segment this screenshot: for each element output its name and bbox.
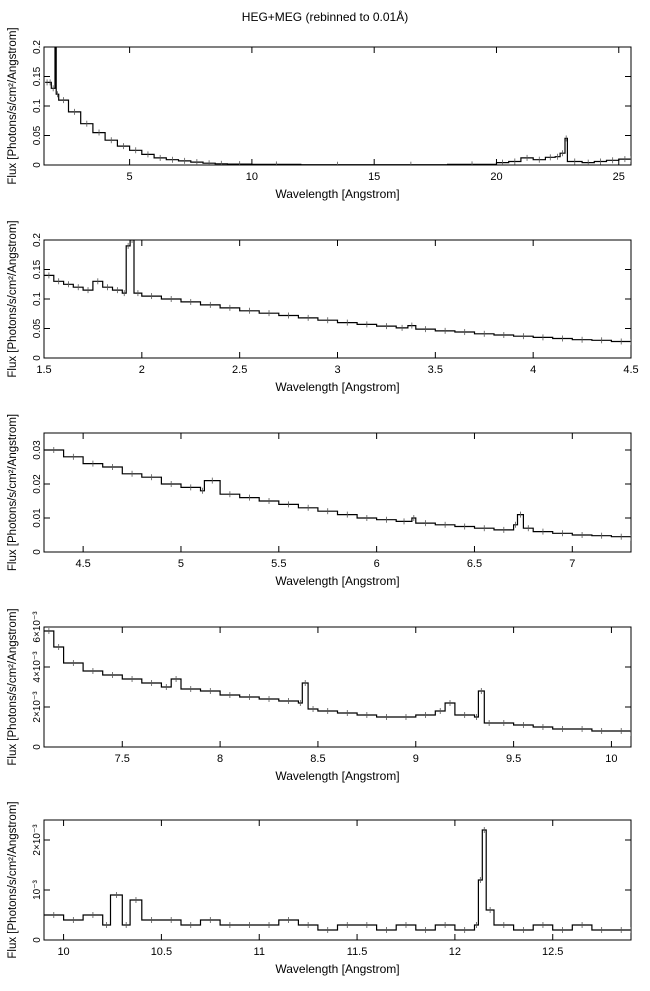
y-tick-label: 0.2 (32, 233, 43, 247)
x-tick-label: 2.5 (232, 364, 247, 376)
chart-panel-3: 4.5 5 5.5 6 6.5 7 0 0.01 0.02 0.03 Wavelength [Ang… (7, 414, 632, 588)
y-tick-label: 6×10⁻³ (32, 611, 43, 643)
x-tick-label: 20 (490, 171, 502, 183)
series-spectrum (45, 47, 631, 165)
y-axis-label: Flux [Photons/s/cm²/Angstrom] (7, 27, 19, 184)
x-tick-label: 10 (57, 946, 69, 958)
x-tick-label: 3 (334, 364, 340, 376)
spectrum-line (45, 47, 631, 165)
y-tick-label: 0 (32, 162, 43, 168)
x-tick-label: 12 (449, 946, 461, 958)
x-tick-label: 5 (127, 171, 133, 183)
x-tick-label: 8.5 (310, 753, 325, 765)
plot-frame (43, 432, 632, 553)
y-tick-label: 2×10⁻³ (32, 691, 43, 723)
y-tick-label: 2×10⁻³ (32, 824, 43, 856)
y-tick-label: 0.15 (32, 66, 43, 86)
x-tick-label: 6.5 (467, 558, 482, 570)
chart-panel-2: 1.5 2 2.5 3 3.5 4 4.5 0 0.05 0.1 0.15 0.2 Wavelength… (7, 220, 639, 394)
y-tick-label: 10⁻³ (32, 879, 43, 899)
chart-panel-4: 7.5 8 8.5 9 9.5 10 0 2×10⁻³ 4×10⁻³ 6×10⁻³ Waveleng… (7, 608, 632, 783)
x-tick-label: 5.5 (271, 558, 286, 570)
x-tick-label: 10.5 (151, 946, 172, 958)
spectrum-line (44, 829, 631, 931)
x-tick-label: 10 (246, 171, 258, 183)
y-tick-label: 0 (32, 355, 43, 361)
y-tick-label: 0 (32, 937, 43, 943)
x-axis-label: Wavelength [Angstrom] (275, 380, 399, 394)
plot-frame (43, 626, 632, 748)
x-tick-label: 3.5 (428, 364, 443, 376)
y-tick-label: 0.15 (32, 259, 43, 279)
y-tick-label: 0.2 (32, 40, 43, 54)
x-tick-label: 5 (178, 558, 184, 570)
x-axis-label: Wavelength [Angstrom] (275, 187, 399, 201)
y-axis-label: Flux [Photons/s/cm²/Angstrom] (7, 608, 19, 765)
x-axis-label: Wavelength [Angstrom] (275, 769, 399, 783)
x-tick-label: 12.5 (542, 946, 563, 958)
x-axis-label: Wavelength [Angstrom] (275, 574, 399, 588)
y-tick-label: 0 (32, 549, 43, 555)
y-tick-label: 0.03 (32, 440, 43, 460)
y-tick-label: 0.01 (32, 508, 43, 528)
x-tick-label: 10 (605, 753, 617, 765)
y-tick-label: 4×10⁻³ (32, 651, 43, 683)
x-tick-label: 7 (569, 558, 575, 570)
x-tick-label: 1.5 (36, 364, 51, 376)
series-spectrum (44, 447, 631, 541)
x-tick-label: 11 (254, 946, 265, 958)
x-tick-label: 25 (613, 171, 625, 183)
spectrum-line (44, 630, 631, 733)
y-tick-label: 0.05 (32, 125, 43, 145)
y-axis-label: Flux [Photons/s/cm²/Angstrom] (7, 220, 19, 377)
series-spectrum (44, 628, 631, 736)
y-tick-label: 0.05 (32, 318, 43, 338)
y-tick-label: 0.02 (32, 474, 43, 494)
chart-panel-5: 10 10.5 11 11.5 12 12.5 0 10⁻³ 2×10⁻³ Wavelength … (7, 801, 632, 976)
x-tick-label: 4.5 (75, 558, 90, 570)
y-tick-label: 0.1 (32, 292, 43, 306)
x-tick-label: 15 (368, 171, 380, 183)
x-tick-label: 4.5 (623, 364, 638, 376)
spectrum-line (44, 240, 631, 343)
x-tick-label: 9.5 (506, 753, 521, 765)
y-tick-label: 0.1 (32, 99, 43, 113)
plot-frame (43, 46, 632, 166)
y-tick-label: 0 (32, 744, 43, 750)
y-axis-label: Flux [Photons/s/cm²/Angstrom] (7, 414, 19, 571)
x-tick-label: 11.5 (347, 946, 368, 958)
y-axis-label: Flux [Photons/s/cm²/Angstrom] (7, 801, 19, 958)
x-tick-label: 2 (139, 364, 145, 376)
x-tick-label: 8 (217, 753, 223, 765)
series-spectrum (44, 240, 631, 346)
plot-frame (43, 819, 632, 941)
figure-title: HEG+MEG (rebinned to 0.01Å) (241, 10, 409, 24)
x-tick-label: 4 (530, 364, 536, 376)
x-tick-label: 7.5 (115, 753, 130, 765)
series-spectrum (44, 827, 631, 933)
x-tick-label: 9 (413, 753, 419, 765)
chart-panel-1: 5 10 15 20 25 0 0.05 0.1 0.15 0.2 Wavelength [Angs… (7, 27, 632, 201)
x-axis-label: Wavelength [Angstrom] (275, 962, 399, 976)
x-tick-label: 6 (374, 558, 380, 570)
spectrum-line (44, 449, 631, 538)
